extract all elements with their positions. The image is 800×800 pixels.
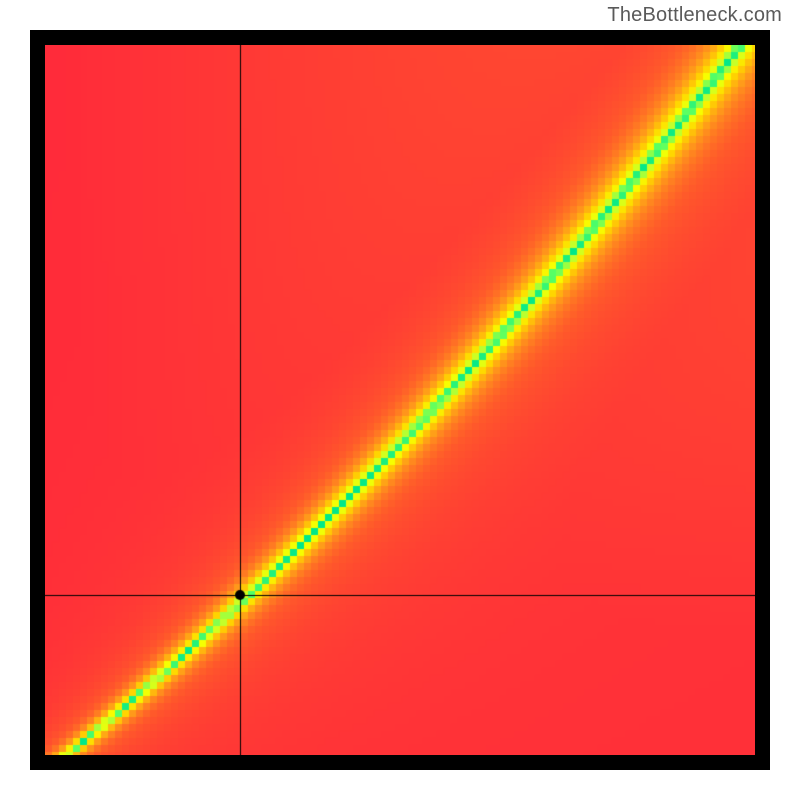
brand-watermark: TheBottleneck.com: [607, 4, 782, 27]
bottleneck-heatmap: [45, 45, 755, 755]
heatmap-canvas: [45, 45, 755, 755]
chart-outer-frame: [30, 30, 770, 770]
